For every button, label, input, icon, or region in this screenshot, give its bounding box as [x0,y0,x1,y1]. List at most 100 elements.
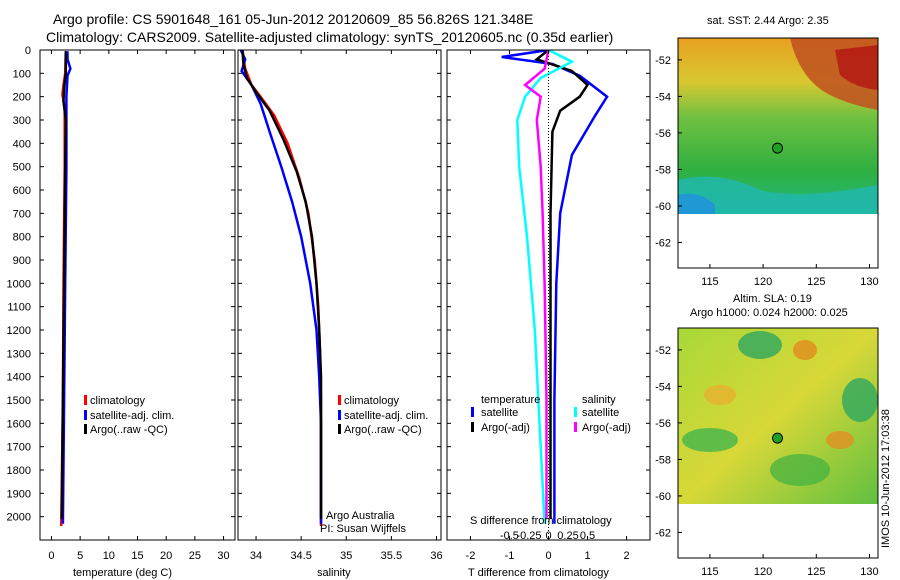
difference-legend-t-argo-swatch [471,422,474,432]
depth-y-tick-label: 1300 [7,348,31,360]
salinity-series-satellite-adj-clim- [239,50,323,524]
sla_map-y-tick-label: -54 [655,381,671,393]
difference-y-tick-marks [447,49,650,518]
temperature-legend-satellite-swatch [84,410,87,420]
title-line-1: Argo profile: CS 5901648_161 05-Jun-2012… [53,11,533,27]
temperature-legend-argo-swatch [84,424,87,434]
sla_map-y-tick-label: -58 [655,454,671,466]
sla_map-x-tick-label: 130 [860,566,878,578]
salinity-plot-frame [237,49,442,541]
difference-x-ticks: -2 -1 0 1 2 [466,50,630,562]
depth-y-tick-label: 600 [13,185,31,197]
temperature-x-ticks: 0 5 10 15 20 25 30 [48,50,230,562]
sla-map-panel: Altim. SLA: 0.19 Argo h1000: 0.024 h2000… [655,293,879,578]
temperature-legend: climatology satellite-adj. clim. Argo(..… [84,395,174,436]
difference-series-argo-adj--salinity [523,50,550,519]
difference-series-satellite-salinity [516,50,575,524]
depth-y-ticks: 0 100 200 300 400 500 600 700 800 900 1000 1100 1200… [7,45,235,524]
difference-series-satellite-temperature [501,50,609,524]
sla_map-x-tick-label: 120 [754,566,772,578]
temperature-x-tick-label: 30 [217,550,229,562]
salinity-series-argo-raw-qc- [241,50,323,519]
sst_map-x-tick-label: 125 [807,276,825,288]
imos-timestamp: IMOS 10-Jun-2012 17:03:38 [880,409,892,548]
title-line-2: Climatology: CARS2009. Satellite-adjuste… [46,29,613,45]
depth-y-tick-label: 1100 [7,302,31,314]
temperature-plot-frame [39,49,236,541]
difference-legend-s-argo: Argo(-adj) [582,422,631,434]
temperature-x-tick-label: 25 [189,550,201,562]
depth-y-tick-label: 1000 [7,278,31,290]
sla-map-field [678,328,878,504]
depth-y-tick-label: 0 [25,45,31,57]
sla-map-y-ticks: -52 -54 -56 -58 -60 -62 [655,345,682,539]
depth-y-tick-label: 1500 [7,395,31,407]
difference-legend-t-satellite: satellite [481,407,518,419]
sla_map-y-tick-label: -56 [655,418,671,430]
difference-legend-s-argo-swatch [574,422,577,432]
difference-panel: -2 -1 0 1 2 -0.5-0.25 0 0.25 0.5 S difference f… [446,49,651,579]
depth-y-tick-label: 1600 [7,418,31,430]
sla_map-y-tick-label: -62 [655,527,671,539]
sst-argo-marker [772,142,783,154]
temperature-legend-argo: Argo(..raw -QC) [90,424,168,436]
sst-map-field [678,38,878,214]
sst_map-x-tick-label: 130 [860,276,878,288]
salinity-x-tick-label: 36 [430,550,442,562]
sst-map-y-ticks: -52 -54 -56 -58 -60 -62 [655,55,682,249]
sst_map-x-tick-label: 120 [754,276,772,288]
depth-y-tick-label: 2000 [7,512,31,524]
sst-map-frame [677,37,879,269]
difference-x-tick-label: 0 [545,550,551,562]
sst_map-y-tick-label: -52 [655,55,671,67]
sla-blob [704,385,736,405]
temperature-x-tick-label: 15 [131,550,143,562]
salinity-annotation-pi: PI: Susan Wijffels [320,523,406,535]
salinity-legend: climatology satellite-adj. clim. Argo(..… [338,395,428,436]
salinity-legend-climatology-swatch [338,395,341,405]
sst-map-title: sat. SST: 2.44 Argo: 2.35 [707,15,829,27]
sst_map-y-tick-label: -56 [655,128,671,140]
difference-legend-s-satellite-swatch [574,407,577,417]
temperature-legend-climatology: climatology [90,395,146,407]
depth-y-tick-label: 1400 [7,372,31,384]
difference-x-tick-label: 2 [624,550,630,562]
difference-legend-temperature-title: temperature [481,394,540,406]
temperature-x-label: temperature (deg C) [73,567,172,579]
salinity-legend-satellite-swatch [338,410,341,420]
sla_map-x-tick-label: 115 [701,566,719,578]
sla_map-x-tick-label: 125 [807,566,825,578]
difference-s-ticks: -0.5-0.25 0 0.25 0.5 [500,530,595,542]
sla-blob [826,431,854,449]
difference-legend-salinity-title: salinity [582,394,616,406]
difference-s-tick-label: 0.5 [580,530,595,542]
temperature-x-tick-label: 5 [77,550,83,562]
salinity-legend-climatology: climatology [344,395,400,407]
sla-map-title-line-2: Argo h1000: 0.024 h2000: 0.025 [690,307,848,319]
sla_map-y-tick-label: -60 [655,491,671,503]
depth-y-tick-label: 1700 [7,442,31,454]
sla-map-title-line-1: Altim. SLA: 0.19 [733,293,812,305]
depth-y-tick-label: 100 [13,68,31,80]
temperature-x-tick-label: 20 [160,550,172,562]
difference-series-argo-adj--temperature [534,50,590,519]
sst-map-x-ticks: 115 120 125 130 [701,264,879,288]
salinity-legend-argo: Argo(..raw -QC) [344,424,422,436]
salinity-series-climatology [241,50,323,526]
salinity-x-tick-label: 34 [250,550,262,562]
salinity-x-ticks: 34 34.5 35 35.5 36 [250,50,443,562]
sla-blob [793,340,817,360]
difference-s-tick-label: -0.25 [516,530,541,542]
sst_map-y-tick-label: -62 [655,237,671,249]
sst-blue-spot [678,193,715,214]
temperature-series-argo-raw-qc- [60,51,68,520]
depth-y-tick-label: 900 [13,255,31,267]
sst-cold-patch [678,176,878,214]
sla-blob [738,331,782,359]
sst_map-x-tick-label: 115 [701,276,719,288]
temperature-legend-climatology-swatch [84,395,87,405]
salinity-legend-satellite: satellite-adj. clim. [344,410,428,422]
sst_map-y-tick-label: -58 [655,164,671,176]
difference-x-tick-label: 1 [584,550,590,562]
depth-y-tick-label: 1900 [7,488,31,500]
